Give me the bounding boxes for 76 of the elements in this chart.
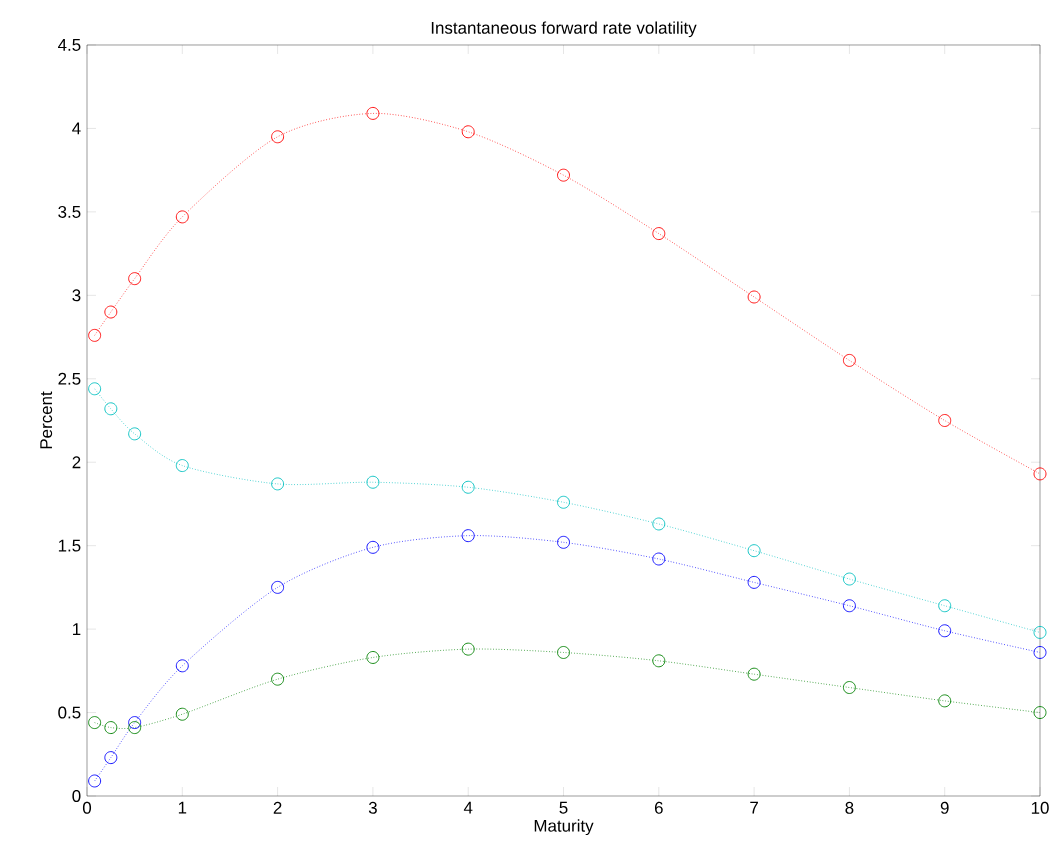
point bbox=[938, 414, 952, 427]
point bbox=[461, 125, 475, 139]
point bbox=[104, 402, 118, 416]
x-tick-label: 7 bbox=[750, 801, 758, 814]
point bbox=[557, 646, 570, 659]
point bbox=[652, 227, 666, 241]
point bbox=[104, 305, 118, 319]
point bbox=[271, 580, 285, 594]
point bbox=[175, 459, 189, 473]
point bbox=[1033, 706, 1047, 719]
y-tick-label: 1 bbox=[73, 623, 81, 635]
y-tick-label: 4 bbox=[72, 122, 81, 135]
x-tick-label: 8 bbox=[845, 801, 854, 814]
point bbox=[747, 290, 761, 304]
y-tick-label: 2.5 bbox=[58, 372, 81, 385]
point bbox=[128, 427, 142, 441]
y-tick-label: 0.5 bbox=[58, 706, 81, 719]
point bbox=[104, 751, 118, 765]
point bbox=[842, 599, 856, 613]
x-tick-label: 5 bbox=[559, 801, 568, 814]
point bbox=[842, 572, 856, 586]
point bbox=[557, 168, 570, 182]
point bbox=[88, 382, 102, 396]
point bbox=[88, 774, 102, 788]
x-tick-label: 10 bbox=[1031, 801, 1049, 814]
point bbox=[366, 475, 380, 489]
x-tick-label: 9 bbox=[940, 801, 949, 814]
point bbox=[938, 599, 952, 613]
point bbox=[652, 552, 666, 566]
point bbox=[1033, 646, 1047, 659]
point bbox=[842, 353, 856, 367]
y-tick-label: 0 bbox=[72, 790, 81, 802]
point bbox=[366, 106, 380, 120]
point bbox=[652, 517, 666, 531]
point bbox=[747, 575, 761, 589]
x-tick-label: 2 bbox=[273, 801, 282, 814]
x-tick-label: 1 bbox=[178, 801, 187, 814]
y-axis-title: Percent bbox=[40, 391, 53, 449]
point bbox=[128, 721, 142, 735]
point bbox=[652, 654, 666, 668]
y-tick-label: 4.5 bbox=[58, 39, 81, 51]
x-tick-label: 0 bbox=[82, 801, 92, 814]
y-tick-label: 3.5 bbox=[58, 205, 81, 218]
point bbox=[128, 716, 142, 730]
point bbox=[557, 495, 570, 509]
point bbox=[271, 672, 285, 686]
point bbox=[88, 716, 102, 730]
point bbox=[271, 477, 285, 491]
chart-title: Instantaneous forward rate volatility bbox=[431, 21, 697, 38]
point bbox=[557, 535, 570, 549]
x-tick-label: 3 bbox=[368, 801, 377, 814]
point bbox=[461, 642, 475, 656]
point bbox=[747, 544, 761, 558]
point bbox=[88, 328, 102, 342]
y-tick-label: 2 bbox=[72, 456, 81, 469]
point bbox=[1033, 626, 1047, 639]
point bbox=[104, 721, 118, 735]
point bbox=[175, 707, 189, 721]
x-tick-label: 6 bbox=[654, 801, 663, 814]
point bbox=[175, 210, 189, 224]
point bbox=[1033, 467, 1047, 481]
y-tick-label: 3 bbox=[72, 289, 81, 302]
point bbox=[366, 540, 380, 554]
y-tick-label: 1.5 bbox=[58, 539, 81, 552]
point bbox=[366, 651, 380, 664]
point bbox=[461, 529, 475, 543]
point bbox=[461, 480, 475, 494]
point bbox=[128, 272, 142, 286]
point bbox=[175, 659, 189, 673]
point bbox=[842, 681, 856, 694]
point bbox=[938, 624, 952, 638]
x-tick-label: 4 bbox=[463, 801, 473, 814]
point bbox=[938, 694, 952, 708]
x-axis-title: Maturity bbox=[534, 819, 594, 836]
point bbox=[271, 130, 285, 144]
point bbox=[747, 667, 761, 681]
